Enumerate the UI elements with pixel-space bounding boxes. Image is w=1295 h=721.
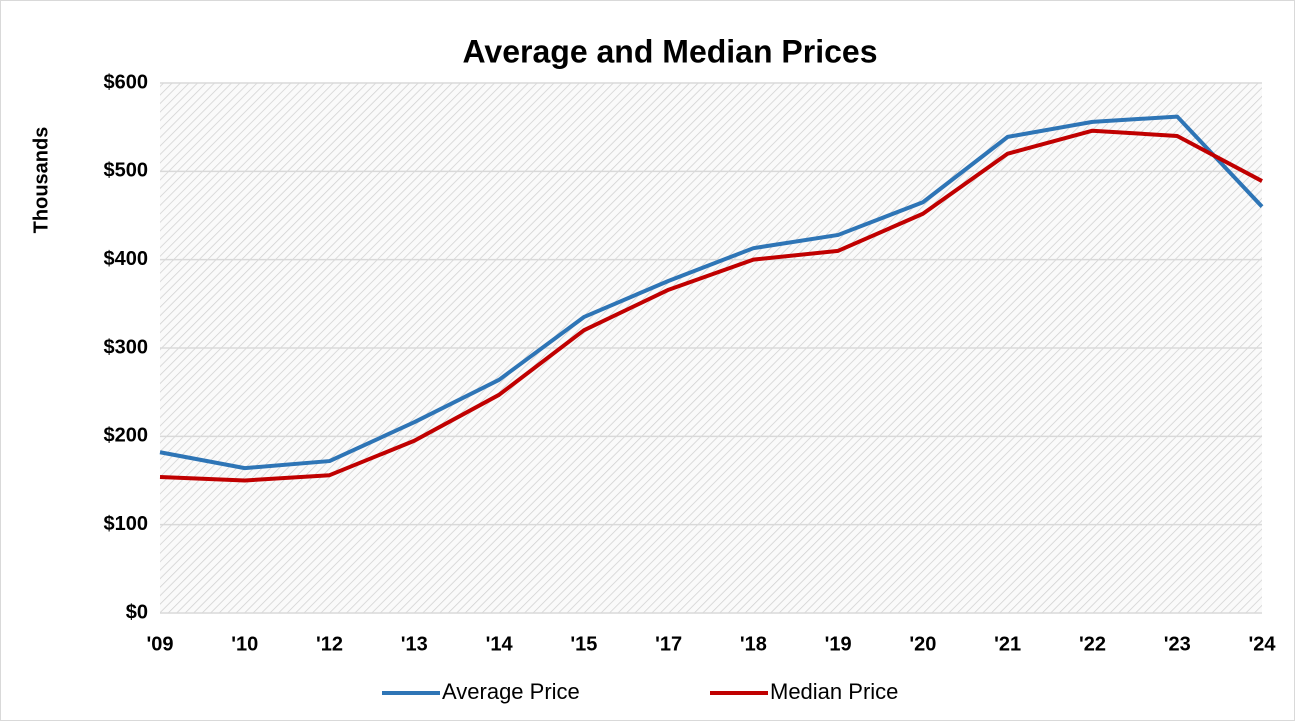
chart-title: Average and Median Prices <box>463 33 878 69</box>
x-tick-label: '18 <box>740 633 767 655</box>
y-tick-label: $400 <box>104 248 149 270</box>
x-tick-label: '21 <box>994 633 1021 655</box>
x-tick-label: '24 <box>1248 633 1276 655</box>
y-tick-label: $200 <box>104 425 149 447</box>
x-tick-label: '19 <box>825 633 852 655</box>
y-tick-label: $100 <box>104 513 149 535</box>
x-tick-label: '23 <box>1164 633 1191 655</box>
line-series <box>159 128 1263 483</box>
x-tick-label: '20 <box>909 633 936 655</box>
legend-label: Average Price <box>442 679 580 704</box>
x-tick-label: '09 <box>146 633 173 655</box>
x-tick-label: '12 <box>316 633 343 655</box>
x-tick-label: '10 <box>231 633 258 655</box>
legend-label: Median Price <box>770 679 898 704</box>
x-tick-label: '13 <box>401 633 428 655</box>
y-axis-label: Thousands <box>30 127 52 234</box>
x-tick-label: '22 <box>1079 633 1106 655</box>
y-tick-label: $0 <box>126 601 148 623</box>
y-tick-label: $500 <box>104 160 149 182</box>
y-tick-label: $600 <box>104 71 149 93</box>
y-tick-label: $300 <box>104 336 149 358</box>
x-tick-label: '15 <box>570 633 597 655</box>
x-tick-label: '17 <box>655 633 682 655</box>
line-series <box>159 114 1264 471</box>
x-tick-label: '14 <box>486 633 514 655</box>
